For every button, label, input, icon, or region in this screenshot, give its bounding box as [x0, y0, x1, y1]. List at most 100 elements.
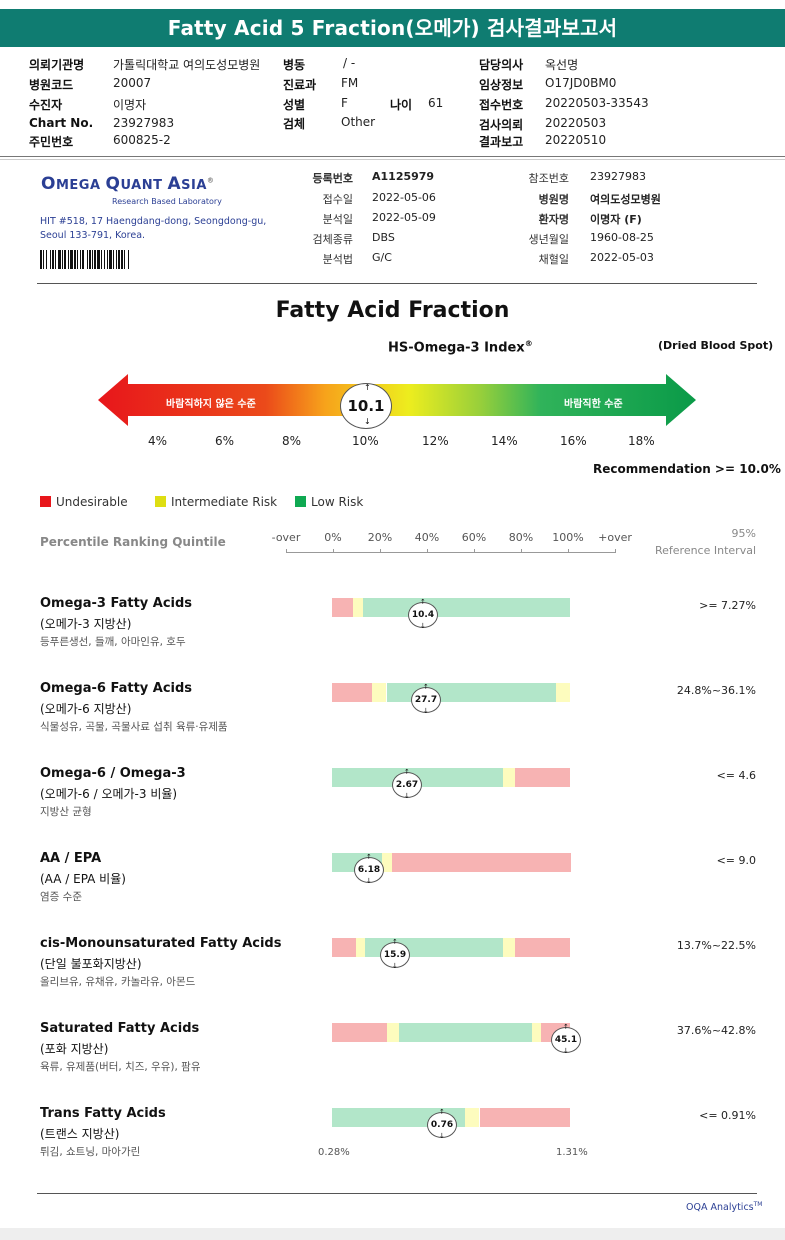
info-value-hospital: 가톨릭대학교 여의도성모병원: [113, 58, 261, 72]
info-label-ward: 병동: [283, 58, 306, 72]
row-title: Omega-6 Fatty Acids: [40, 681, 193, 696]
barcode-bar: [92, 250, 93, 269]
barcode-bar: [70, 250, 73, 269]
row-reference-interval: <= 4.6: [716, 769, 756, 782]
down-arrow-icon: ↓: [420, 622, 426, 630]
yellow-range-segment: [503, 768, 515, 787]
row-range-bar: [332, 938, 570, 957]
index-scale-label: 8%: [282, 434, 302, 448]
report-info-label: 검체종류: [312, 233, 353, 246]
ranking-tick-label: 40%: [414, 531, 440, 544]
row-reference-interval: <= 0.91%: [699, 1109, 756, 1122]
recommendation: Recommendation >= 10.0%: [593, 462, 781, 476]
index-scale-label: 12%: [422, 434, 449, 448]
row-subtitle: (오메가-3 지방산): [40, 617, 132, 631]
yellow-range-segment: [353, 598, 363, 617]
row-value-marker: 0.76: [427, 1112, 457, 1138]
report-info-label: 생년월일: [528, 233, 569, 246]
legend-swatch: [155, 496, 166, 507]
index-scale-label: 14%: [491, 434, 518, 448]
omega3-index-arrow: [98, 374, 696, 426]
down-arrow-icon: ↓: [392, 962, 398, 970]
up-arrow-icon: ↑: [392, 938, 398, 946]
report-title: Fatty Acid 5 Fraction(오메가) 검사결과보고서: [0, 9, 785, 47]
lab-tagline: Research Based Laboratory: [112, 197, 222, 206]
row-range-bar: [332, 768, 570, 787]
info-value-ward: / -: [343, 56, 356, 70]
yellow-range-segment: [556, 683, 570, 702]
legend-swatch: [295, 496, 306, 507]
divider: [0, 159, 785, 160]
legend-swatch: [40, 496, 51, 507]
barcode-bar: [50, 250, 51, 269]
divider: [0, 156, 785, 157]
legend-label: Undesirable: [56, 495, 128, 509]
barcode-bar: [80, 250, 81, 269]
row-reference-interval: 24.8%~36.1%: [676, 684, 756, 697]
ranking-tick-label: 100%: [552, 531, 584, 544]
info-value-receipt-no: 20220503-33543: [545, 96, 649, 110]
barcode-bar: [107, 250, 108, 269]
report-info-label: 분석일: [322, 213, 353, 226]
barcode-bar: [116, 250, 117, 269]
row-range-bar: [332, 1023, 570, 1042]
report-info-value: 여의도성모병원: [590, 193, 661, 206]
row-reference-interval: >= 7.27%: [699, 599, 756, 612]
index-scale-label: 10%: [352, 434, 379, 448]
report-info-value: 2022-05-03: [590, 251, 654, 264]
report-info-label: 환자명: [538, 213, 569, 226]
index-scale-label: 16%: [560, 434, 587, 448]
report-info-value: 2022-05-06: [372, 191, 436, 204]
desirable-level-label: 바람직한 수준: [564, 399, 623, 410]
legend-label: Intermediate Risk: [171, 495, 278, 509]
info-label-hospital-code: 병원코드: [29, 78, 74, 92]
yellow-range-segment: [356, 938, 366, 957]
down-arrow-icon: ↓: [364, 417, 371, 426]
report-info-value: DBS: [372, 231, 395, 244]
row-subtitle: (트랜스 지방산): [40, 1127, 120, 1141]
barcode: [40, 250, 175, 269]
row-reference-interval: 37.6%~42.8%: [676, 1024, 756, 1037]
green-range-segment: [363, 598, 570, 617]
row-title: Saturated Fatty Acids: [40, 1021, 200, 1036]
ranking-tick-label: -over: [271, 531, 301, 544]
red-range-segment: [480, 1108, 570, 1127]
down-arrow-icon: ↓: [439, 1132, 445, 1140]
yellow-range-segment: [532, 1023, 542, 1042]
info-value-sex: F: [341, 96, 348, 110]
row-food-sources: 지방산 균형: [40, 806, 92, 818]
row-subtitle: (오메가-6 지방산): [40, 702, 132, 716]
down-arrow-icon: ↓: [423, 707, 429, 715]
barcode-bar: [121, 250, 123, 269]
row-title: cis-Monounsaturated Fatty Acids: [40, 936, 282, 951]
barcode-bar: [101, 250, 102, 269]
report-info-value: 1960-08-25: [590, 231, 654, 244]
undesirable-level-label: 바람직하지 않은 수준: [166, 399, 256, 410]
barcode-bar: [74, 250, 76, 269]
red-range-segment: [332, 683, 372, 702]
row-food-sources: 올리브유, 유채유, 카놀라유, 아몬드: [40, 976, 196, 988]
info-label-receipt-no: 접수번호: [479, 98, 524, 112]
divider: [37, 1193, 757, 1194]
info-label-age: 나이: [390, 98, 413, 112]
barcode-bar: [113, 250, 114, 269]
barcode-bar: [118, 250, 120, 269]
ranking-tick-mark: [380, 549, 381, 553]
barcode-bar: [64, 250, 66, 269]
ranking-tick-label: 0%: [324, 531, 342, 544]
barcode-bar: [124, 250, 125, 269]
sample-type: (Dried Blood Spot): [658, 339, 774, 352]
ranking-tick-mark: [427, 549, 428, 553]
barcode-bar: [87, 250, 88, 269]
ref-interval-title-bottom: Reference Interval: [654, 544, 756, 557]
info-value-hospital-code: 20007: [113, 76, 152, 90]
row-value-marker: 15.9: [380, 942, 410, 968]
red-range-segment: [332, 598, 353, 617]
barcode-bar: [89, 250, 91, 269]
up-arrow-icon: ↑: [439, 1108, 445, 1116]
info-label-sex: 성별: [283, 98, 306, 112]
barcode-bar: [46, 250, 47, 269]
row-range-bar: [332, 598, 570, 617]
barcode-bar: [68, 250, 69, 269]
red-range-segment: [515, 768, 570, 787]
